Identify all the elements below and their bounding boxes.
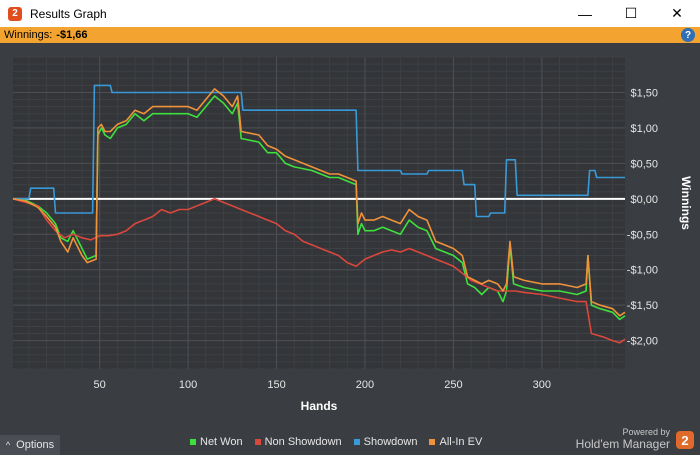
y-tick-label: $0,50 <box>630 158 658 170</box>
y-tick-label: $0,00 <box>630 194 658 206</box>
window-controls: — ☐ ✕ <box>562 0 700 27</box>
y-tick-label: -$0,50 <box>627 229 658 241</box>
chart-legend: Net Won Non Showdown Showdown All-In EV <box>190 436 494 448</box>
x-axis-label: Hands <box>301 399 338 413</box>
y-tick-label: -$1,00 <box>627 265 658 277</box>
grid <box>13 56 625 370</box>
winnings-value: -$1,66 <box>56 29 88 41</box>
y-tick-label: $1,50 <box>630 87 658 99</box>
x-tick-label: 250 <box>444 379 462 391</box>
maximize-button[interactable]: ☐ <box>624 5 638 21</box>
y-axis-label: Winnings <box>679 176 693 230</box>
title-bar: 2 Results Graph — ☐ ✕ <box>0 0 700 27</box>
legend-label: Net Won <box>200 436 243 448</box>
legend-item[interactable]: All-In EV <box>429 436 482 448</box>
minimize-button[interactable]: — <box>578 5 592 22</box>
options-label: Options <box>16 439 55 451</box>
winnings-bar: Winnings: -$1,66 ? <box>0 27 700 43</box>
legend-label: Showdown <box>363 436 418 448</box>
help-icon[interactable]: ? <box>681 28 695 42</box>
series-line-showdown <box>13 84 625 218</box>
x-tick-label: 100 <box>179 379 197 391</box>
powered-by-text: Powered by <box>622 427 670 437</box>
close-button[interactable]: ✕ <box>671 5 683 21</box>
options-button[interactable]: ^ Options <box>0 435 60 455</box>
legend-item[interactable]: Net Won <box>190 436 243 448</box>
legend-swatch <box>429 439 436 445</box>
window-title: Results Graph <box>30 6 107 21</box>
y-tick-label: -$1,50 <box>627 300 658 312</box>
x-tick-labels: 50 100 150 200 250 300 <box>94 379 552 391</box>
legend-swatch <box>254 439 261 445</box>
x-tick-label: 150 <box>267 379 285 391</box>
legend-label: All-In EV <box>439 436 483 448</box>
legend-swatch <box>353 439 360 445</box>
series-line-non-showdown <box>12 198 626 344</box>
legend-label: Non Showdown <box>264 436 342 448</box>
series-line-all-in-ev <box>12 88 626 317</box>
powered-by: Powered by Hold'em Manager <box>576 427 670 451</box>
app-logo-icon: 2 <box>8 6 22 21</box>
x-tick-label: 50 <box>94 379 106 391</box>
brand-name: Hold'em Manager <box>575 437 670 451</box>
y-tick-label: -$2,00 <box>627 336 658 348</box>
series-lines <box>12 84 626 344</box>
legend-swatch <box>190 439 196 445</box>
y-tick-label: $1,00 <box>630 123 658 135</box>
x-tick-label: 300 <box>533 379 551 391</box>
caret-up-icon: ^ <box>5 440 11 450</box>
legend-item[interactable]: Non Showdown <box>254 436 342 448</box>
winnings-label: Winnings: <box>4 29 53 41</box>
legend-item[interactable]: Showdown <box>353 436 418 448</box>
results-chart: 50 100 150 200 250 300 $1,50 $1,00 $0,50 $0,00 -$… <box>12 56 693 413</box>
hm-logo-icon: 2 <box>676 431 694 449</box>
y-tick-labels: $1,50 $1,00 $0,50 $0,00 -$0,50 -$1,00 -$1,50 -$… <box>627 87 658 347</box>
x-tick-label: 200 <box>356 379 374 391</box>
